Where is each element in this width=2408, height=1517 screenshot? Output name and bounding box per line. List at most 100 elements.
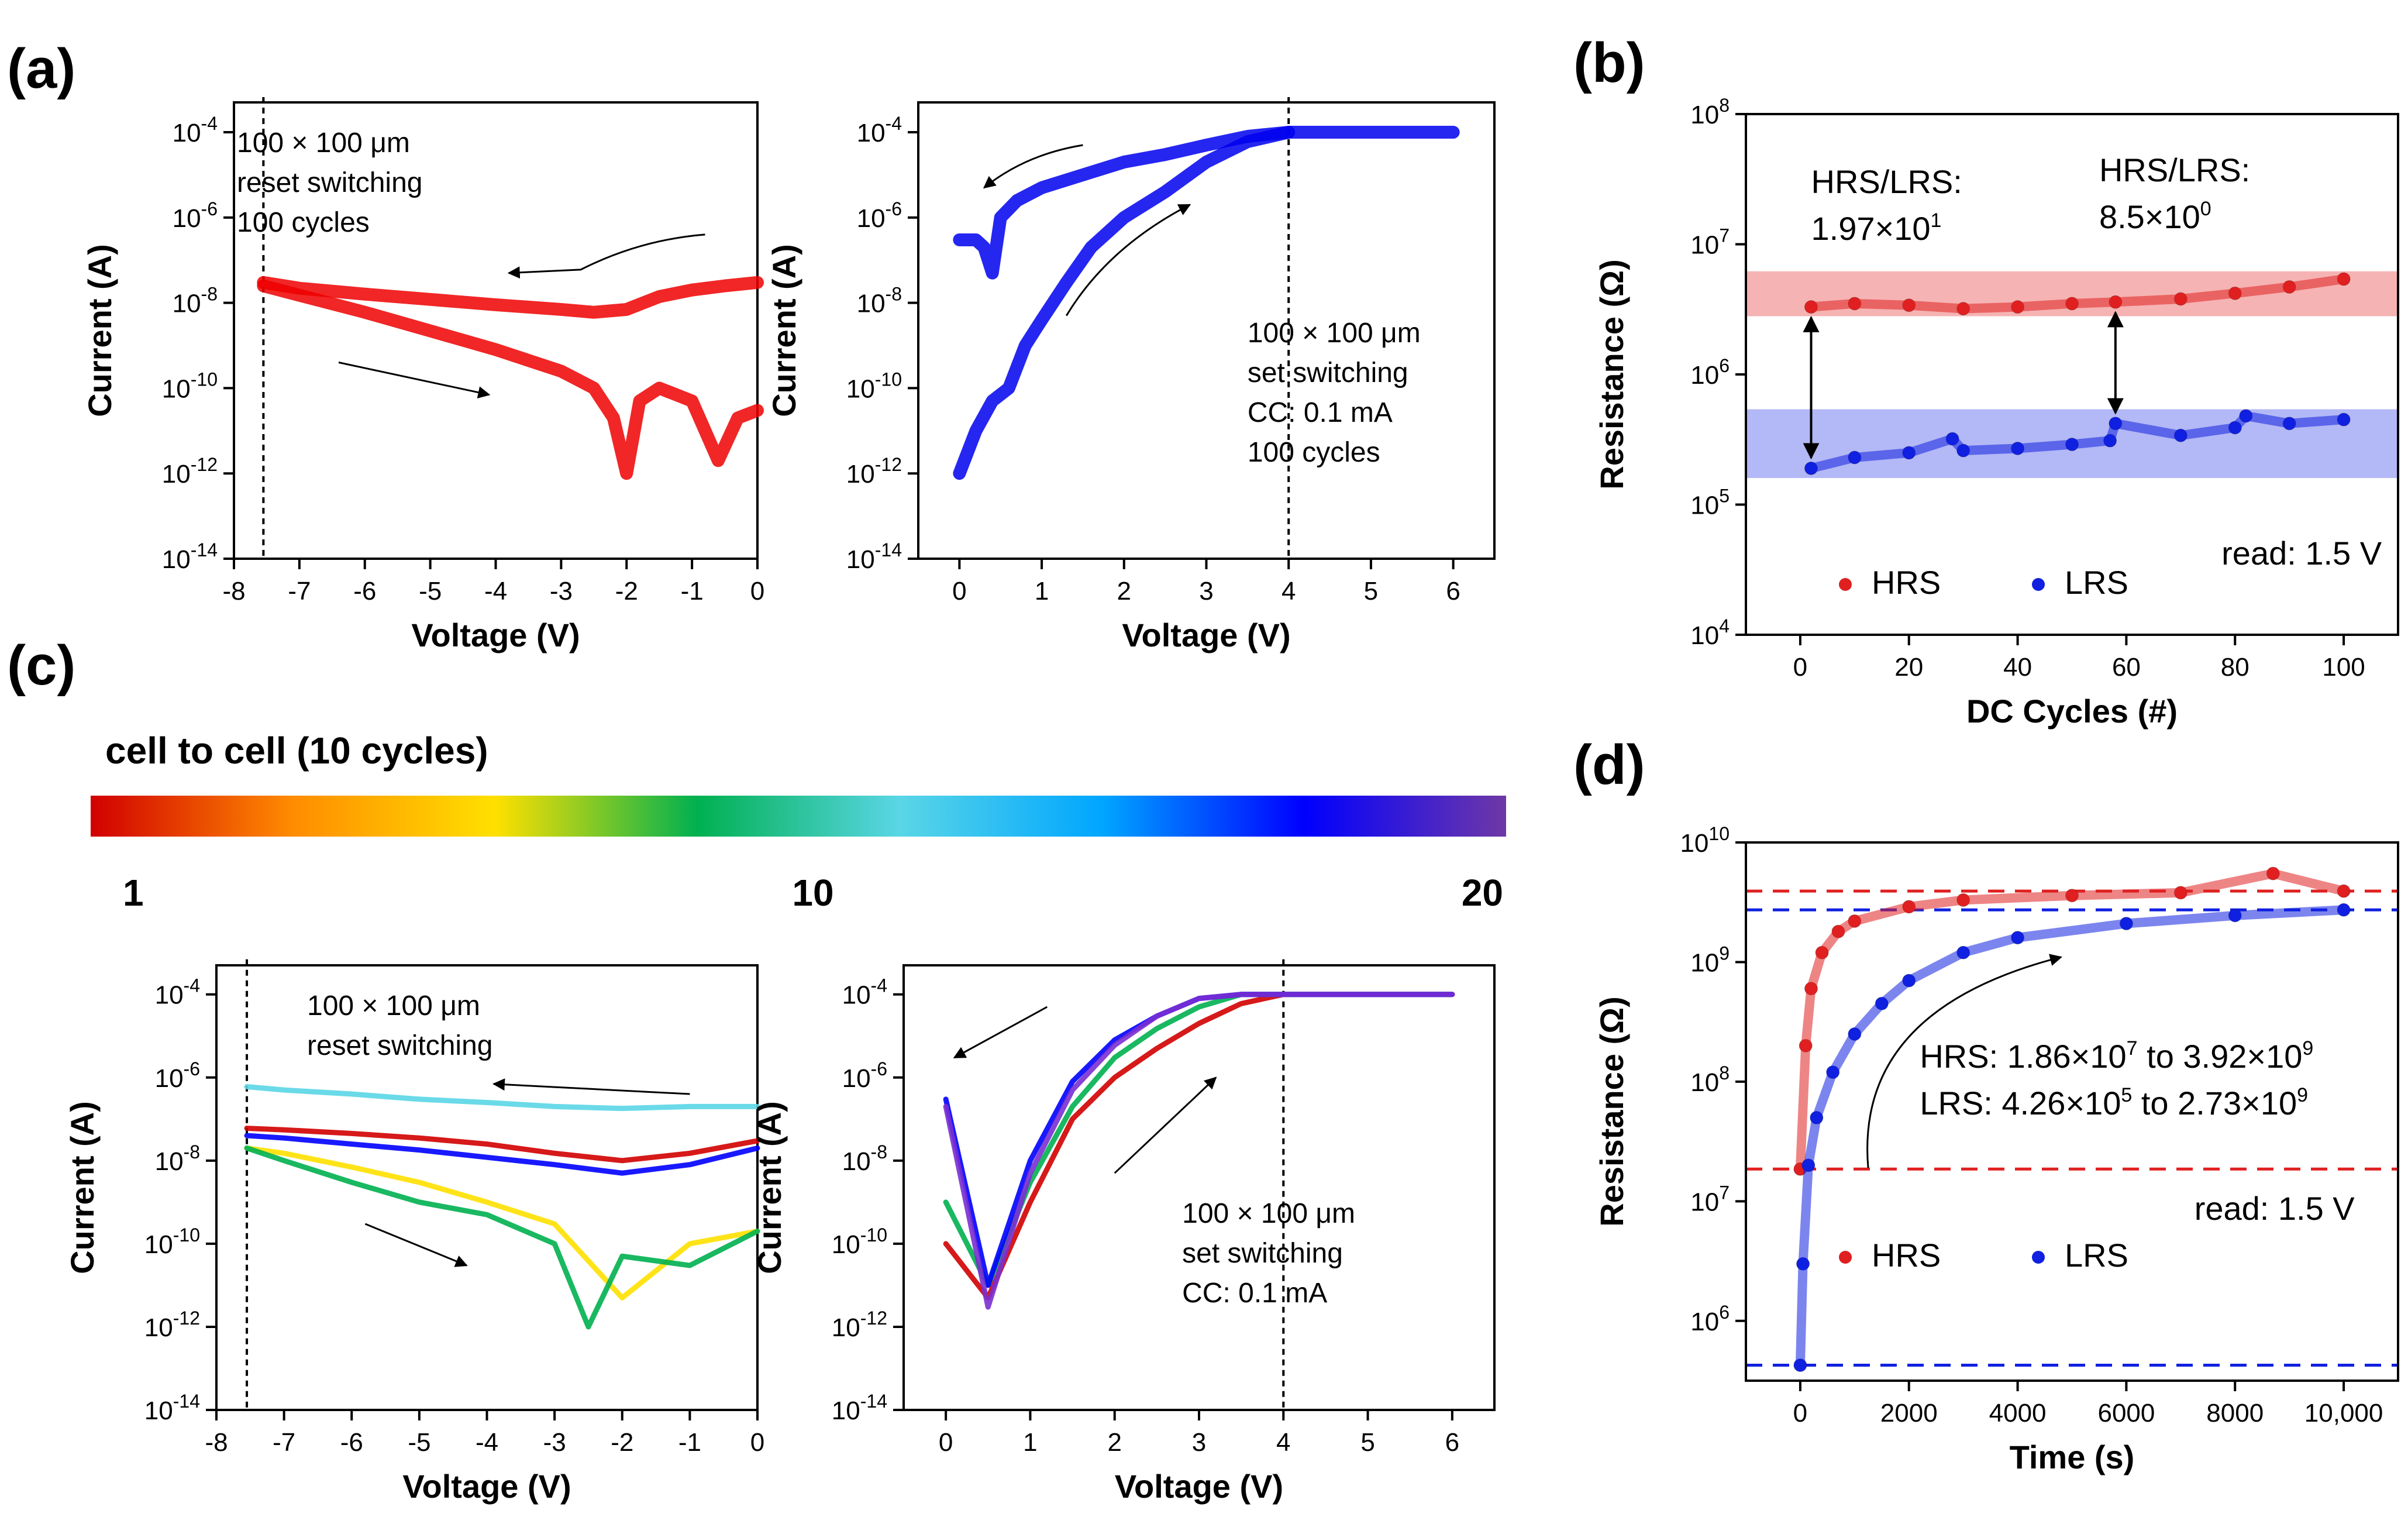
- y-tick-base: 10: [173, 204, 201, 233]
- y-axis-label: Current (A): [766, 244, 802, 417]
- y-tick-exp: 7: [1719, 225, 1730, 246]
- x-tick-label: -2: [615, 577, 638, 606]
- y-tick-label: 10-10: [832, 1224, 887, 1259]
- y-tick-base: 10: [155, 1064, 184, 1093]
- series-line: [244, 1126, 760, 1164]
- y-tick-label: 10-8: [857, 284, 902, 318]
- axes-frame: [902, 964, 1496, 1411]
- y-tick-exp: 6: [1719, 355, 1730, 376]
- y-tick-label: 109: [1690, 942, 1730, 977]
- x-tick-label: 2: [1107, 1428, 1121, 1457]
- y-tick-exp: -4: [201, 113, 218, 134]
- x-tick-label: 1: [1023, 1428, 1037, 1457]
- series-line: [257, 279, 764, 480]
- hrs-range-part: HRS: 1.86×10: [1920, 1038, 2126, 1075]
- y-tick-base: 10: [162, 374, 191, 403]
- y-tick-base: 10: [155, 1147, 184, 1176]
- hrs-range-part: 9: [2302, 1037, 2313, 1060]
- y-axis-label: Current (A): [751, 1101, 788, 1274]
- x-tick-label: 100: [2322, 653, 2365, 682]
- x-axis-label: Voltage (V): [411, 617, 580, 653]
- y-tick-base: 10: [1690, 1188, 1719, 1216]
- y-tick-exp: -14: [860, 1391, 887, 1412]
- y-tick-label: 10-8: [173, 284, 218, 318]
- legend-label-lrs: LRS: [2065, 564, 2128, 601]
- sweep-arrow-back: [983, 144, 1083, 189]
- x-axis-label: Time (s): [2010, 1439, 2135, 1475]
- y-tick-exp: -4: [184, 975, 200, 996]
- y-tick-label: 107: [1690, 225, 1730, 260]
- series-trend: [1795, 869, 2349, 1174]
- y-tick-exp: -10: [875, 369, 902, 390]
- annotation-3: 100 cycles: [1248, 437, 1380, 468]
- lrs-range-part: 9: [2297, 1084, 2308, 1106]
- y-tick-label: 10-14: [832, 1391, 887, 1425]
- ratio-value-1-part: 1.97×10: [1811, 210, 1931, 247]
- annotation-0: 100 × 100 μm: [307, 990, 480, 1021]
- x-tick-label: 0: [1793, 653, 1807, 682]
- annotation-1: reset switching: [307, 1030, 492, 1061]
- lrs-range-part: 5: [2121, 1084, 2132, 1106]
- y-tick-exp: 10: [1708, 823, 1730, 844]
- y-tick-label: 10-4: [842, 975, 887, 1010]
- panel-label-a: (a): [7, 37, 75, 100]
- y-tick-label: 108: [1690, 1062, 1730, 1097]
- x-tick-label: -8: [222, 577, 245, 606]
- x-tick-label: -6: [353, 577, 376, 606]
- y-tick-exp: -6: [201, 198, 218, 219]
- legend-label-hrs: HRS: [1872, 1237, 1941, 1274]
- y-tick-exp: -6: [886, 198, 902, 219]
- read-voltage: read: 1.5 V: [2221, 535, 2382, 572]
- ratio-value-2-part: 8.5×10: [2099, 198, 2200, 235]
- y-tick-exp: -8: [184, 1141, 200, 1162]
- x-tick-label: 3: [1199, 577, 1213, 606]
- y-tick-base: 10: [832, 1313, 860, 1342]
- colorbar-tick-20: 20: [1462, 872, 1503, 914]
- y-tick-base: 10: [832, 1396, 860, 1425]
- y-tick-exp: -8: [201, 284, 218, 305]
- x-tick-label: -5: [408, 1428, 430, 1457]
- x-tick-label: 60: [2112, 653, 2141, 682]
- annotation-1: set switching: [1248, 357, 1408, 388]
- colorbar-title: cell to cell (10 cycles): [105, 730, 488, 772]
- x-tick-label: 0: [952, 577, 966, 606]
- x-tick-label: 8000: [2206, 1399, 2264, 1427]
- y-tick-label: 10-10: [144, 1224, 200, 1259]
- x-tick-label: -1: [678, 1428, 701, 1457]
- sweep-arrow-forward: [1114, 1076, 1217, 1174]
- y-tick-label: 10-8: [842, 1141, 887, 1176]
- y-tick-base: 10: [155, 981, 184, 1010]
- y-tick-label: 10-12: [846, 454, 902, 489]
- y-tick-exp: -4: [886, 113, 902, 134]
- y-tick-exp: -10: [191, 369, 218, 390]
- x-tick-label: -6: [340, 1428, 363, 1457]
- x-tick-label: 1: [1035, 577, 1049, 606]
- x-tick-label: -4: [476, 1428, 498, 1457]
- y-tick-base: 10: [846, 460, 875, 489]
- x-tick-label: 2000: [1880, 1399, 1938, 1427]
- series-line: [244, 1084, 760, 1112]
- y-tick-base: 10: [832, 1230, 860, 1259]
- x-tick-label: -1: [681, 577, 704, 606]
- colorbar: cell to cell (10 cycles) 1 10 20: [91, 730, 1506, 914]
- y-tick-exp: -12: [860, 1308, 887, 1329]
- y-axis-label: Resistance (Ω): [1593, 996, 1630, 1226]
- y-tick-base: 10: [144, 1396, 173, 1425]
- x-tick-label: 3: [1192, 1428, 1206, 1457]
- y-tick-label: 10-12: [144, 1308, 200, 1342]
- legend-marker-lrs: [2032, 1251, 2045, 1264]
- annotation-2: CC: 0.1 mA: [1248, 397, 1393, 428]
- y-tick-exp: 8: [1719, 95, 1730, 116]
- y-tick-base: 10: [1690, 101, 1719, 129]
- y-tick-base: 10: [1690, 621, 1719, 650]
- ratio-label-2: HRS/LRS:: [2099, 152, 2250, 188]
- sweep-arrow-back: [492, 1078, 690, 1095]
- annotation-0: 100 × 100 μm: [237, 128, 410, 159]
- series-trend: [1795, 905, 2349, 1370]
- y-tick-label: 106: [1690, 1302, 1730, 1336]
- time-arrow: [1866, 954, 2062, 1168]
- y-tick-exp: 8: [1719, 1062, 1730, 1083]
- colorbar-gradient: [91, 796, 1506, 837]
- y-tick-base: 10: [857, 204, 886, 233]
- x-tick-label: -3: [550, 577, 573, 606]
